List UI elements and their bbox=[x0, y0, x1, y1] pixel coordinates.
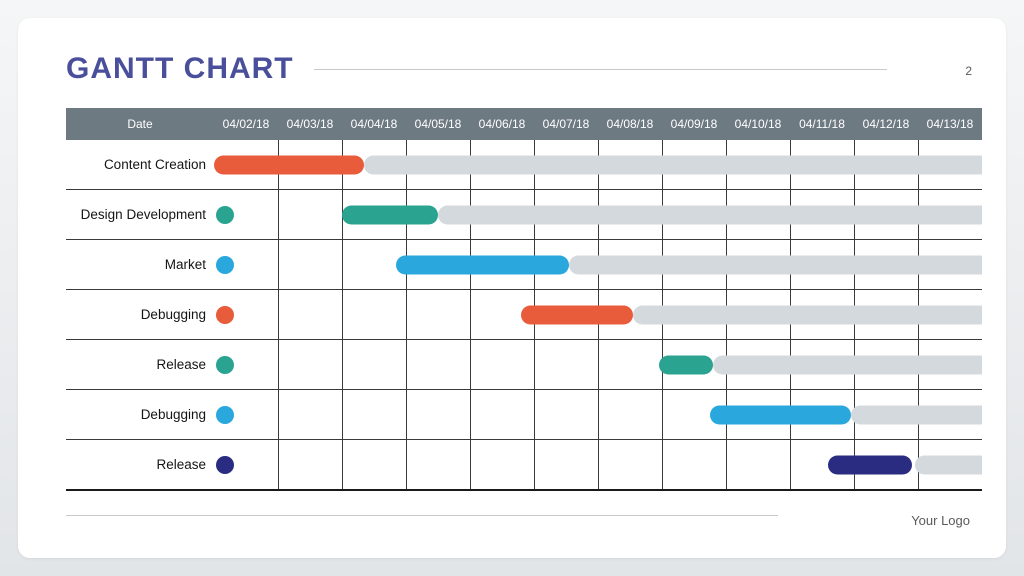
grid-line bbox=[470, 290, 471, 339]
row-track bbox=[214, 340, 982, 390]
row-task-bar bbox=[659, 355, 713, 374]
row-remaining-bar bbox=[851, 405, 982, 424]
grid-line bbox=[534, 440, 535, 489]
row-label: Debugging bbox=[66, 390, 214, 440]
row-label: Market bbox=[66, 240, 214, 290]
grid-line bbox=[470, 440, 471, 489]
row-remaining-bar bbox=[713, 355, 982, 374]
title-divider bbox=[314, 69, 887, 70]
grid-line bbox=[598, 390, 599, 439]
row-label: Design Development bbox=[66, 190, 214, 240]
grid-line bbox=[726, 440, 727, 489]
gantt-chart: Date 04/02/1804/03/1804/04/1804/05/1804/… bbox=[66, 108, 982, 490]
gantt-row: Release bbox=[66, 440, 982, 490]
grid-line bbox=[278, 290, 279, 339]
grid-line bbox=[342, 340, 343, 389]
row-remaining-bar bbox=[364, 155, 982, 174]
row-track bbox=[214, 290, 982, 340]
date-column: 04/12/18 bbox=[854, 117, 918, 131]
grid-line bbox=[662, 390, 663, 439]
gantt-row: Market bbox=[66, 240, 982, 290]
row-task-bar bbox=[214, 155, 364, 174]
grid-line bbox=[790, 440, 791, 489]
row-label: Release bbox=[66, 340, 214, 390]
row-remaining-bar bbox=[438, 205, 982, 224]
date-column: 04/13/18 bbox=[918, 117, 982, 131]
row-task-bar bbox=[396, 255, 569, 274]
date-column: 04/02/18 bbox=[214, 117, 278, 131]
date-column: 04/10/18 bbox=[726, 117, 790, 131]
grid-line bbox=[470, 390, 471, 439]
row-track bbox=[214, 140, 982, 190]
footer-logo: Your Logo bbox=[911, 513, 970, 528]
grid-line bbox=[342, 390, 343, 439]
grid-line bbox=[278, 340, 279, 389]
row-label: Content Creation bbox=[66, 140, 214, 190]
row-task-bar bbox=[828, 455, 911, 474]
row-task-bar bbox=[342, 205, 438, 224]
date-column: 04/06/18 bbox=[470, 117, 534, 131]
row-track bbox=[214, 240, 982, 290]
date-column: 04/05/18 bbox=[406, 117, 470, 131]
header-label: Date bbox=[66, 117, 214, 131]
gantt-row: Release bbox=[66, 340, 982, 390]
grid-line bbox=[278, 240, 279, 289]
grid-line bbox=[598, 440, 599, 489]
grid-line bbox=[406, 290, 407, 339]
grid-line bbox=[342, 440, 343, 489]
grid-line bbox=[278, 440, 279, 489]
gantt-row: Debugging bbox=[66, 290, 982, 340]
grid-line bbox=[406, 340, 407, 389]
row-task-bar bbox=[521, 305, 633, 324]
date-column: 04/07/18 bbox=[534, 117, 598, 131]
grid-line bbox=[470, 340, 471, 389]
grid-line bbox=[534, 390, 535, 439]
gantt-body: Content CreationDesign DevelopmentMarket… bbox=[66, 140, 982, 490]
grid-line bbox=[278, 190, 279, 239]
date-columns: 04/02/1804/03/1804/04/1804/05/1804/06/18… bbox=[214, 117, 982, 131]
row-remaining-bar bbox=[569, 255, 982, 274]
row-track bbox=[214, 440, 982, 490]
title-row: GANTT CHART bbox=[66, 52, 887, 86]
gantt-row: Content Creation bbox=[66, 140, 982, 190]
page-title: GANTT CHART bbox=[66, 52, 294, 86]
grid-line bbox=[662, 440, 663, 489]
date-column: 04/11/18 bbox=[790, 117, 854, 131]
row-remaining-bar bbox=[633, 305, 982, 324]
row-task-bar bbox=[710, 405, 851, 424]
grid-line bbox=[534, 340, 535, 389]
date-column: 04/03/18 bbox=[278, 117, 342, 131]
row-label: Debugging bbox=[66, 290, 214, 340]
footer-divider bbox=[66, 515, 778, 516]
grid-line bbox=[406, 390, 407, 439]
date-column: 04/04/18 bbox=[342, 117, 406, 131]
gantt-row: Debugging bbox=[66, 390, 982, 440]
slide-card: GANTT CHART 2 Date 04/02/1804/03/1804/04… bbox=[18, 18, 1006, 558]
gantt-header-row: Date 04/02/1804/03/1804/04/1804/05/1804/… bbox=[66, 108, 982, 140]
grid-line bbox=[406, 440, 407, 489]
row-track bbox=[214, 390, 982, 440]
row-track bbox=[214, 190, 982, 240]
gantt-row: Design Development bbox=[66, 190, 982, 240]
date-column: 04/09/18 bbox=[662, 117, 726, 131]
date-column: 04/08/18 bbox=[598, 117, 662, 131]
grid-line bbox=[342, 290, 343, 339]
grid-line bbox=[342, 240, 343, 289]
page-number: 2 bbox=[965, 64, 972, 78]
grid-line bbox=[598, 340, 599, 389]
row-remaining-bar bbox=[915, 455, 982, 474]
row-label: Release bbox=[66, 440, 214, 490]
grid-line bbox=[278, 390, 279, 439]
